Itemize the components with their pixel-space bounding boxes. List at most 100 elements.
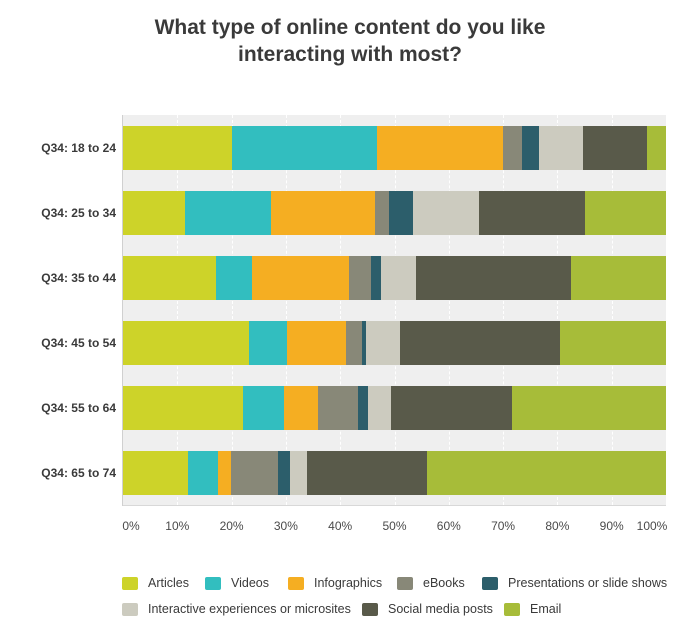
bar-segment-videos: [231, 126, 377, 170]
bar-segment-presentations-or-slide-shows: [389, 191, 413, 235]
legend-label: eBooks: [423, 576, 465, 590]
bar-segment-articles: [123, 321, 249, 365]
y-axis-label: Q34: 45 to 54: [41, 336, 116, 350]
x-axis-tick-label: 0%: [122, 519, 140, 533]
legend-label: Articles: [148, 576, 189, 590]
bar-segment-videos: [184, 191, 271, 235]
bar-segment-ebooks: [346, 321, 362, 365]
plot-area: [123, 115, 667, 506]
bar-segment-interactive-experiences-or-microsites: [381, 256, 417, 300]
bar-segment-interactive-experiences-or-microsites: [539, 126, 584, 170]
bar-segment-social-media-posts: [416, 256, 571, 300]
bar-segment-email: [560, 321, 666, 365]
bar-q34-18-to-24: [123, 126, 666, 170]
legend-swatch: [205, 576, 221, 590]
y-axis-label: Q34: 65 to 74: [41, 466, 116, 480]
bar-segment-videos: [248, 321, 287, 365]
bar-q34-65-to-74: [123, 451, 666, 495]
bar-segment-articles: [123, 191, 185, 235]
x-axis-tick-label: 10%: [165, 519, 190, 533]
bar-segment-videos: [188, 451, 219, 495]
y-axis-label: Q34: 35 to 44: [41, 271, 116, 285]
bar-segment-interactive-experiences-or-microsites: [365, 321, 400, 365]
legend-label: Presentations or slide shows: [508, 576, 668, 590]
gridline: [285, 115, 287, 505]
x-axis-tick-label: 90%: [599, 519, 624, 533]
legend-item-infographics[interactable]: Infographics: [288, 576, 382, 590]
bar-segment-interactive-experiences-or-microsites: [368, 386, 391, 430]
legend-item-email[interactable]: Email: [504, 602, 561, 616]
legend-label: Social media posts: [388, 602, 493, 616]
gridline: [448, 115, 450, 505]
bar-segment-email: [585, 191, 666, 235]
chart-title-line-2: interacting with most?: [237, 43, 462, 66]
legend-swatch: [122, 602, 138, 616]
gridline: [177, 115, 179, 505]
x-axis-tick-label: 100%: [636, 519, 668, 533]
bar-segment-presentations-or-slide-shows: [521, 126, 540, 170]
x-axis-tick-label: 70%: [491, 519, 516, 533]
legend-swatch: [122, 576, 138, 590]
bar-segment-ebooks: [318, 386, 358, 430]
legend-label: Videos: [231, 576, 269, 590]
gridline: [666, 115, 667, 505]
gridline: [503, 115, 505, 505]
bar-segment-infographics: [270, 191, 375, 235]
bar-segment-ebooks: [349, 256, 371, 300]
bar-segment-infographics: [218, 451, 232, 495]
gridline: [394, 115, 396, 505]
legend-swatch: [362, 602, 378, 616]
x-axis-tick-label: 80%: [545, 519, 570, 533]
x-axis-tick-label: 60%: [436, 519, 461, 533]
legend-swatch: [482, 576, 498, 590]
gridline: [557, 115, 559, 505]
y-axis-line: [122, 115, 123, 506]
chart-title-line-1: What type of online content do you like: [154, 16, 546, 39]
legend-item-presentations-or-slide-shows[interactable]: Presentations or slide shows: [482, 576, 667, 590]
bar-segment-email: [647, 126, 666, 170]
bar-q34-35-to-44: [123, 256, 666, 300]
legend-item-ebooks[interactable]: eBooks: [397, 576, 465, 590]
legend-label: Interactive experiences or microsites: [148, 602, 351, 616]
legend-label: Email: [530, 602, 562, 616]
bar-segment-social-media-posts: [583, 126, 648, 170]
y-axis-label: Q34: 55 to 64: [41, 401, 116, 415]
bar-segment-email: [427, 451, 666, 495]
bar-segment-ebooks: [231, 451, 279, 495]
bar-segment-social-media-posts: [390, 386, 512, 430]
bar-segment-infographics: [284, 386, 319, 430]
bar-segment-interactive-experiences-or-microsites: [290, 451, 308, 495]
legend-swatch: [397, 576, 413, 590]
bar-segment-infographics: [376, 126, 503, 170]
bar-segment-videos: [243, 386, 285, 430]
legend-item-social-media-posts[interactable]: Social media posts: [362, 602, 493, 616]
bar-q34-45-to-54: [123, 321, 666, 365]
bar-q34-25-to-34: [123, 191, 666, 235]
x-axis-tick-label: 30%: [273, 519, 298, 533]
legend-item-videos[interactable]: Videos: [205, 576, 269, 590]
bar-segment-presentations-or-slide-shows: [357, 386, 369, 430]
bar-segment-email: [570, 256, 666, 300]
bar-segment-articles: [123, 126, 232, 170]
bar-segment-ebooks: [502, 126, 522, 170]
bar-segment-interactive-experiences-or-microsites: [412, 191, 480, 235]
bar-segment-articles: [123, 386, 243, 430]
bar-segment-email: [511, 386, 666, 430]
bar-segment-presentations-or-slide-shows: [361, 321, 366, 365]
bar-segment-articles: [123, 451, 189, 495]
legend-swatch: [504, 602, 520, 616]
y-axis-label: Q34: 18 to 24: [41, 141, 116, 155]
bar-segment-social-media-posts: [307, 451, 428, 495]
x-axis-tick-label: 50%: [382, 519, 407, 533]
bar-segment-social-media-posts: [479, 191, 586, 235]
x-axis-tick-label: 40%: [328, 519, 353, 533]
bar-segment-infographics: [251, 256, 350, 300]
x-axis-tick-label: 20%: [219, 519, 244, 533]
bar-segment-ebooks: [374, 191, 390, 235]
legend-item-articles[interactable]: Articles: [122, 576, 189, 590]
bar-q34-55-to-64: [123, 386, 666, 430]
gridline: [340, 115, 342, 505]
bar-segment-videos: [215, 256, 252, 300]
gridline: [231, 115, 233, 505]
legend-item-interactive-experiences-or-microsites[interactable]: Interactive experiences or microsites: [122, 602, 351, 616]
